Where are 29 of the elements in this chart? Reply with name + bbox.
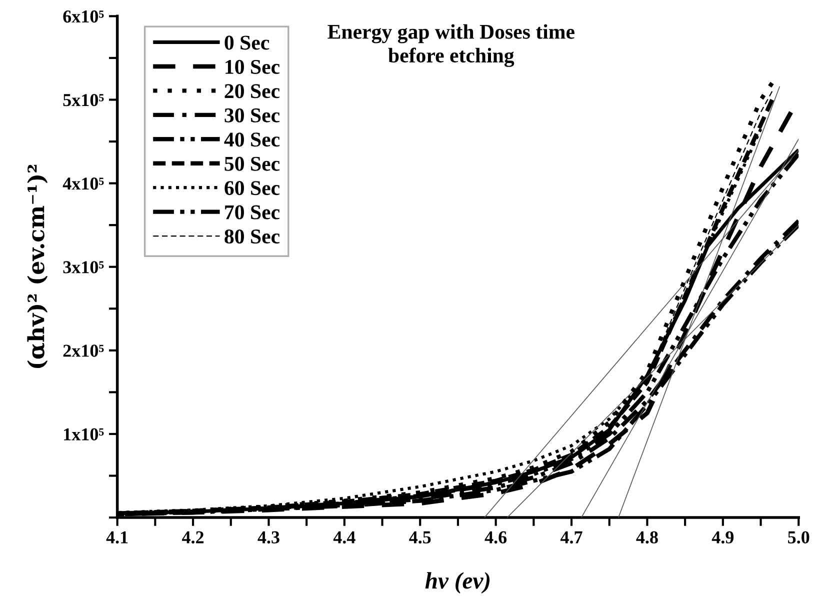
y-tick-label: 4x10⁵ [62,178,104,190]
y-tick-label: 6x10⁵ [63,10,104,23]
x-tick-label: 4.3 [258,531,280,544]
legend-label: 20 Sec [224,84,280,98]
x-tick-label: 4.1 [106,531,128,544]
legend-label: 10 Sec [226,60,280,74]
x-tick-label: 4.2 [182,531,204,544]
legend-label: 50 Sec [224,156,280,171]
chart-title: Energy gap with Doses time [328,24,574,44]
x-tick-label: 5.0 [788,531,810,544]
text: before etching [388,48,514,67]
x-tick-label: 4.6 [484,531,507,544]
y-tick-label: 1x10⁵ [64,428,104,440]
legend-label: 80 Sec [224,229,280,244]
legend-label: 40 Sec [224,132,280,147]
x-tick-label: 4.4 [333,531,356,544]
x-tick-label: 4.9 [712,531,734,544]
x-tick-label: 4.8 [636,531,658,544]
x-tick-label: 4.7 [560,531,582,544]
x-tick-label: 4.5 [409,531,431,544]
x-axis-title: hv (ev) [425,572,490,594]
y-tick-label: 5x10⁵ [63,94,104,106]
legend-label: 0 Sec [224,36,270,50]
y-axis-title: (αhv)² (ev.cm⁻¹)² [27,164,48,368]
legend-label: 30 Sec [224,108,280,122]
legend-label: 70 Sec [225,205,280,220]
y-tick-label: 3x10⁵ [63,261,104,274]
y-tick-label: 2x10⁵ [63,344,104,357]
legend-label: 60 Sec [224,181,280,196]
